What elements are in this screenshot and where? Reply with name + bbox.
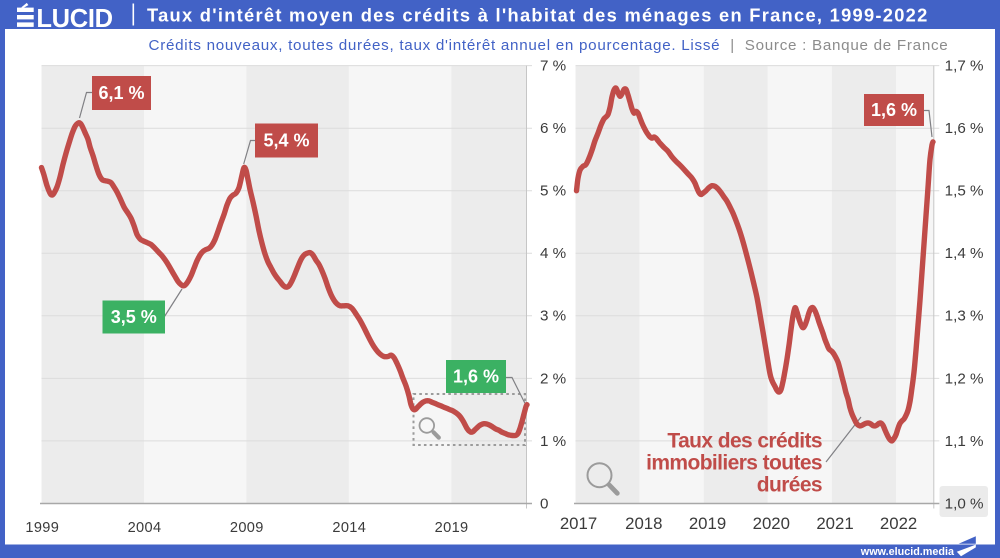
svg-text:2022: 2022 bbox=[880, 514, 917, 533]
svg-text:2017: 2017 bbox=[560, 514, 597, 533]
svg-text:1,2 %: 1,2 % bbox=[945, 370, 984, 387]
svg-text:1,6 %: 1,6 % bbox=[945, 120, 984, 137]
svg-text:2018: 2018 bbox=[625, 514, 662, 533]
svg-text:1,6 %: 1,6 % bbox=[453, 367, 499, 387]
svg-text:1999: 1999 bbox=[25, 520, 59, 536]
svg-text:2019: 2019 bbox=[435, 520, 469, 536]
svg-text:5 %: 5 % bbox=[540, 183, 566, 200]
svg-text:7 %: 7 % bbox=[540, 58, 566, 75]
svg-text:6 %: 6 % bbox=[540, 120, 566, 137]
svg-text:2019: 2019 bbox=[689, 514, 726, 533]
svg-text:www.elucid.media: www.elucid.media bbox=[860, 546, 955, 558]
svg-text:1,5 %: 1,5 % bbox=[945, 183, 984, 200]
svg-text:3,5 %: 3,5 % bbox=[111, 307, 157, 327]
svg-text:Taux d'intérêt moyen des crédi: Taux d'intérêt moyen des crédits à l'hab… bbox=[147, 5, 929, 26]
svg-text:2004: 2004 bbox=[128, 520, 162, 536]
svg-text:2009: 2009 bbox=[230, 520, 264, 536]
svg-text:1,4 %: 1,4 % bbox=[945, 245, 984, 262]
svg-text:1,1 %: 1,1 % bbox=[945, 433, 984, 450]
svg-text:4 %: 4 % bbox=[540, 245, 566, 262]
svg-text:1,3 %: 1,3 % bbox=[945, 308, 984, 325]
svg-text:LUCID: LUCID bbox=[36, 5, 112, 33]
svg-text:Crédits nouveaux, toutes durée: Crédits nouveaux, toutes durées, taux d'… bbox=[149, 37, 949, 54]
svg-text:Taux des crédits: Taux des crédits bbox=[667, 430, 822, 453]
svg-text:durées: durées bbox=[757, 474, 822, 497]
svg-text:1,0 %: 1,0 % bbox=[945, 495, 984, 512]
svg-text:5,4 %: 5,4 % bbox=[263, 131, 309, 151]
svg-text:6,1 %: 6,1 % bbox=[98, 83, 144, 103]
svg-text:0: 0 bbox=[540, 495, 548, 512]
svg-text:1 %: 1 % bbox=[540, 433, 566, 450]
svg-text:2014: 2014 bbox=[332, 520, 366, 536]
svg-text:1,6 %: 1,6 % bbox=[871, 100, 917, 120]
svg-text:immobiliers toutes: immobiliers toutes bbox=[646, 452, 822, 475]
svg-text:2 %: 2 % bbox=[540, 370, 566, 387]
svg-text:2021: 2021 bbox=[816, 514, 853, 533]
svg-text:1,7 %: 1,7 % bbox=[945, 58, 984, 75]
svg-text:2020: 2020 bbox=[753, 514, 790, 533]
svg-text:3 %: 3 % bbox=[540, 308, 566, 325]
